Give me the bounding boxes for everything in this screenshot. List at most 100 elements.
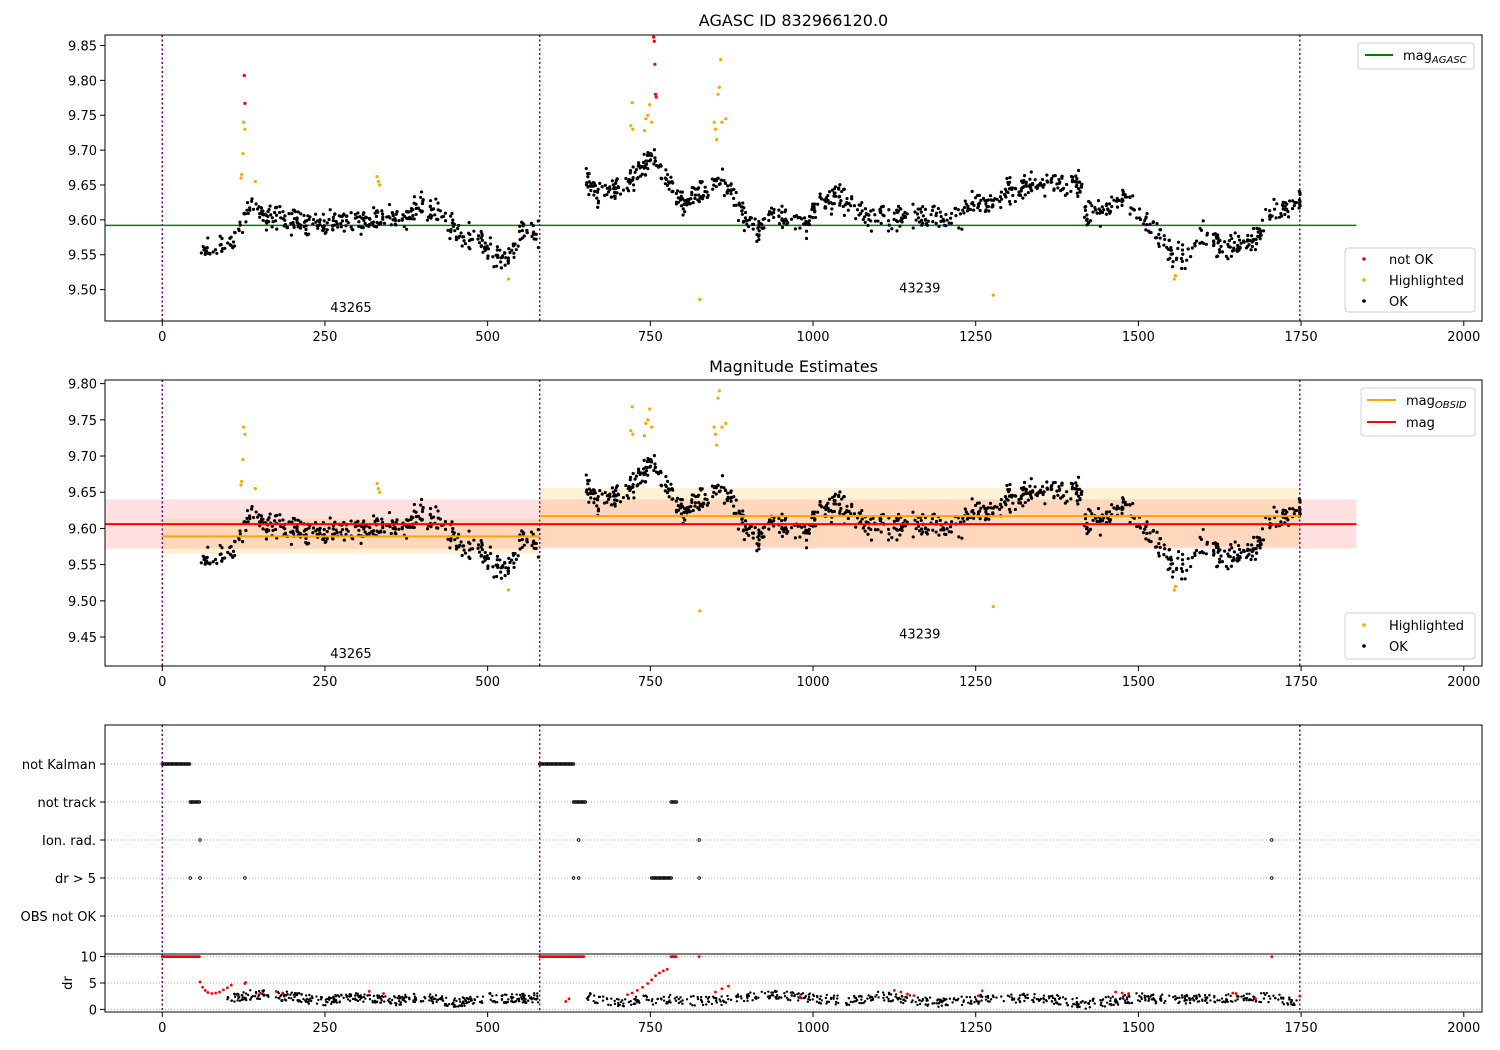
- ok-point: [895, 219, 900, 224]
- ok-point: [934, 214, 938, 218]
- dr-point: [726, 994, 729, 998]
- ok-point: [1085, 217, 1089, 221]
- ok-point: [1180, 558, 1185, 562]
- dr-point: [458, 1000, 462, 1003]
- dr-point: [1187, 997, 1191, 1000]
- dr-point: [832, 997, 835, 1001]
- ok-point: [292, 225, 296, 229]
- ok-point: [536, 555, 540, 559]
- ok-point: [456, 545, 461, 549]
- ok-point: [676, 508, 681, 512]
- highlighted-point: [717, 389, 721, 393]
- ok-point: [281, 210, 285, 214]
- dr-red-point: [206, 991, 210, 994]
- ok-point: [1201, 241, 1206, 246]
- dr-point: [1174, 997, 1178, 1000]
- ok-point: [269, 213, 273, 217]
- ok-point: [642, 473, 646, 477]
- ok-point: [777, 516, 781, 520]
- ok-point: [1148, 531, 1152, 535]
- ok-point: [1259, 538, 1263, 542]
- ok-point: [1018, 501, 1022, 505]
- ok-point: [780, 519, 784, 523]
- ok-point: [1050, 487, 1054, 491]
- dr-red-point: [980, 989, 984, 993]
- dr-point: [1002, 999, 1006, 1003]
- ok-point: [730, 188, 734, 192]
- ok-point: [273, 514, 278, 518]
- ok-point: [435, 217, 439, 221]
- dr-point: [669, 1001, 672, 1004]
- highlighted-point: [241, 458, 245, 462]
- dr-point: [796, 992, 799, 996]
- ok-point: [275, 227, 279, 231]
- ok-point: [259, 206, 264, 210]
- legend-point-swatch: [1362, 623, 1366, 627]
- ok-point: [830, 207, 834, 211]
- ok-point: [663, 489, 667, 493]
- ok-point: [979, 198, 983, 202]
- ok-point: [859, 520, 863, 524]
- ok-point: [506, 256, 510, 260]
- ok-point: [796, 216, 800, 220]
- obsid-label: 43265: [330, 301, 371, 316]
- ok-point: [682, 202, 686, 206]
- ok-point: [1022, 487, 1026, 491]
- axes-frame: [104, 953, 1483, 1013]
- ok-point: [845, 508, 849, 513]
- dr-point: [1126, 1000, 1130, 1004]
- dr-point: [957, 997, 960, 1000]
- ok-point: [407, 525, 411, 529]
- dr-point: [1042, 994, 1046, 997]
- ok-point: [1284, 208, 1288, 212]
- ok-point: [421, 505, 425, 510]
- ok-point: [1176, 556, 1180, 560]
- dr-point: [757, 996, 760, 999]
- highlighted-point: [719, 57, 723, 62]
- ok-point: [303, 219, 308, 223]
- ok-point: [973, 503, 978, 508]
- ok-point: [861, 217, 865, 222]
- ok-point: [1193, 553, 1197, 558]
- ok-point: [1186, 557, 1190, 561]
- ok-point: [1052, 187, 1056, 191]
- ok-point: [998, 507, 1002, 511]
- ok-point: [322, 527, 326, 532]
- dr-point: [1051, 996, 1055, 1000]
- ok-point: [1026, 190, 1030, 195]
- ok-point: [328, 516, 332, 520]
- ok-point: [642, 166, 646, 170]
- ok-point: [1085, 213, 1089, 217]
- ok-point: [241, 230, 245, 235]
- dr-point: [481, 995, 485, 998]
- dr-point: [1277, 998, 1280, 1001]
- ok-point: [350, 227, 354, 231]
- ok-point: [798, 226, 802, 230]
- ok-point: [986, 205, 991, 209]
- ok-point: [855, 208, 860, 212]
- dr-point: [500, 994, 503, 998]
- ok-point: [667, 180, 671, 184]
- ok-point: [1246, 233, 1250, 238]
- ok-point: [409, 209, 413, 213]
- ok-point: [220, 236, 224, 241]
- ok-point: [1031, 489, 1035, 493]
- ok-point: [1236, 234, 1241, 238]
- ok-point: [1007, 507, 1012, 511]
- ok-point: [274, 213, 279, 217]
- dr-point: [1091, 999, 1095, 1003]
- dr-red-point: [892, 988, 896, 992]
- dr-point: [463, 1004, 466, 1008]
- dr-point: [340, 994, 343, 997]
- dr-point: [890, 999, 894, 1003]
- ok-point: [1008, 175, 1012, 180]
- dr-point: [528, 996, 532, 1000]
- ok-point: [311, 526, 316, 530]
- ok-point: [273, 219, 278, 223]
- 1-xtick-label: 1500: [1122, 675, 1155, 690]
- ok-point: [1158, 236, 1162, 240]
- ok-point: [688, 202, 692, 206]
- ok-point: [645, 459, 650, 464]
- ok-point: [976, 202, 981, 206]
- dr-point: [455, 999, 458, 1003]
